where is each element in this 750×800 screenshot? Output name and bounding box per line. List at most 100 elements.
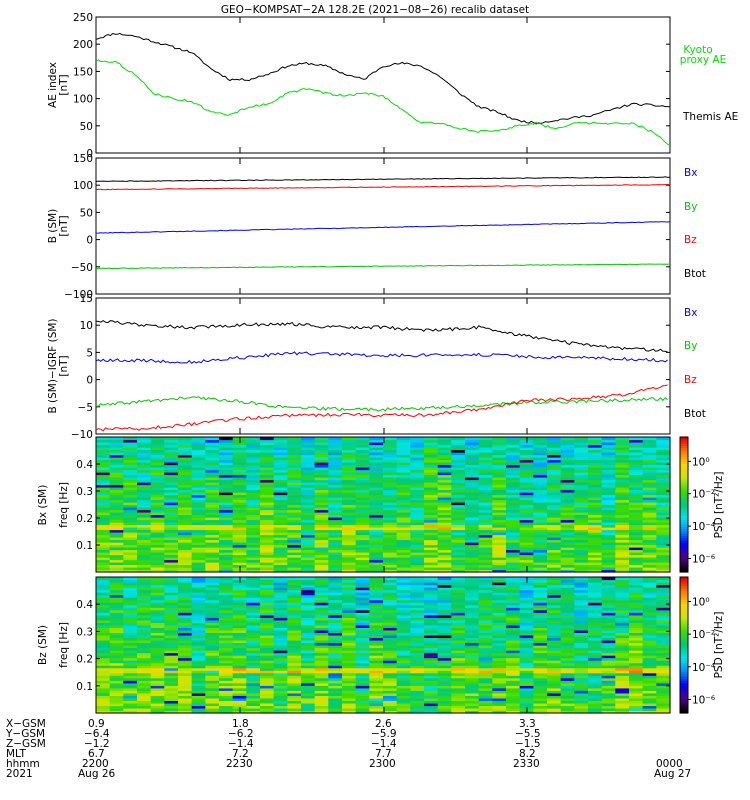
spectrogram-cell: [355, 532, 370, 536]
spectrogram-cell: [246, 700, 261, 704]
spectrogram-cell: [410, 685, 425, 689]
spectrogram-cell: [642, 437, 657, 441]
spectrogram-cell: [656, 710, 671, 714]
spectrogram-cell: [424, 547, 439, 551]
spectrogram-cell: [629, 554, 644, 558]
spectrogram-cell: [533, 462, 548, 466]
spectrogram-cell: [465, 705, 480, 709]
spectrogram-cell: [451, 507, 466, 511]
spectrogram-cell: [465, 479, 480, 483]
spectrogram-cell: [396, 619, 411, 623]
spectrogram-cell: [560, 554, 575, 558]
spectrogram-cell: [314, 577, 329, 581]
spectrogram-cell: [519, 467, 534, 471]
series-line-bz: [95, 384, 668, 432]
spectrogram-cell: [355, 662, 370, 666]
spectrogram-cell: [547, 702, 562, 707]
spectrogram-cell: [219, 554, 234, 558]
spectrogram-cell: [246, 492, 261, 496]
spectrogram-cell: [178, 647, 193, 651]
spectrogram-cell: [109, 472, 124, 476]
spectrogram-cell: [478, 692, 493, 696]
spectrogram-cell: [574, 660, 589, 664]
spectrogram-cell: [96, 584, 111, 588]
spectrogram-cell: [383, 634, 398, 639]
spectrogram-cell: [533, 477, 548, 481]
spectrogram-cell: [123, 457, 138, 461]
spectrogram-cell: [465, 482, 480, 486]
spectrogram-cell: [123, 614, 138, 618]
spectrogram-cell: [301, 587, 316, 591]
spectrogram-cell: [506, 660, 521, 664]
spectrogram-cell: [410, 537, 425, 541]
panel-bz-spec-ylabel-1: Bz (SM): [37, 625, 49, 665]
spectrogram-cell: [150, 677, 165, 681]
spectrogram-cell: [328, 492, 343, 496]
spectrogram-cell: [260, 639, 275, 644]
spectrogram-cell: [96, 534, 111, 538]
spectrogram-cell: [96, 474, 111, 478]
spectrogram-cell: [205, 707, 220, 712]
spectrogram-cell: [150, 617, 165, 621]
spectrogram-cell: [314, 547, 329, 551]
spectrogram-cell: [533, 629, 548, 634]
spectrogram-cell: [533, 474, 548, 478]
spectrogram-cell: [246, 697, 261, 702]
spectrogram-cell: [465, 695, 480, 699]
spectrogram-cell: [232, 697, 247, 702]
spectrogram-cell: [96, 639, 111, 644]
spectrogram-cell: [601, 567, 616, 571]
colorbar-swatch: [680, 629, 688, 632]
spectrogram-cell: [656, 464, 671, 468]
spectrogram-cell: [150, 492, 165, 496]
spectrogram-cell: [451, 444, 466, 448]
spectrogram-cell: [273, 532, 288, 536]
spectrogram-cell: [342, 657, 357, 661]
spectrogram-cell: [287, 522, 302, 526]
spectrogram-cell: [656, 564, 671, 568]
spectrogram-cell: [506, 449, 521, 453]
spectrogram-cell: [492, 609, 507, 613]
spectrogram-cell: [314, 534, 329, 538]
spectrogram-cell: [424, 552, 439, 556]
spectrogram-cell: [465, 657, 480, 661]
spectrogram-cell: [478, 529, 493, 533]
spectrogram-cell: [519, 614, 534, 618]
colorbar-swatch: [680, 443, 688, 447]
spectrogram-cell: [137, 697, 152, 702]
spectrogram-cell: [342, 484, 357, 488]
spectrogram-cell: [287, 619, 302, 623]
spectrogram-cell: [492, 697, 507, 702]
spectrogram-cell: [574, 682, 589, 686]
spectrogram-cell: [451, 700, 466, 704]
spectrogram-cell: [205, 517, 220, 521]
spectrogram-cell: [260, 534, 275, 538]
spectrogram-cell: [355, 539, 370, 543]
spectrogram-cell: [588, 627, 603, 631]
spectrogram-cell: [642, 599, 657, 603]
spectrogram-cell: [232, 559, 247, 563]
spectrogram-cell: [547, 554, 562, 558]
colorbar-swatch: [680, 635, 688, 639]
spectrogram-cell: [273, 632, 288, 636]
spectrogram-cell: [424, 592, 439, 596]
spectrogram-cell: [601, 542, 616, 546]
spectrogram-cell: [96, 655, 111, 659]
spectrogram-cell: [219, 469, 234, 473]
colorbar-swatch: [680, 477, 688, 481]
spectrogram-cell: [492, 695, 507, 699]
spectrogram-cell: [560, 462, 575, 466]
spectrogram-cell: [219, 532, 234, 536]
spectrogram-cell: [383, 447, 398, 451]
spectrogram-cell: [437, 489, 452, 493]
spectrogram-cell: [383, 459, 398, 463]
spectrogram-cell: [342, 529, 357, 533]
spectrogram-cell: [560, 447, 575, 451]
spectrogram-cell: [205, 599, 220, 603]
spectrogram-cell: [574, 665, 589, 669]
spectrogram-cell: [533, 602, 548, 606]
spectrogram-cell: [519, 647, 534, 651]
spectrogram-cell: [560, 705, 575, 709]
spectrogram-cell: [560, 639, 575, 644]
spectrogram-cell: [560, 534, 575, 538]
